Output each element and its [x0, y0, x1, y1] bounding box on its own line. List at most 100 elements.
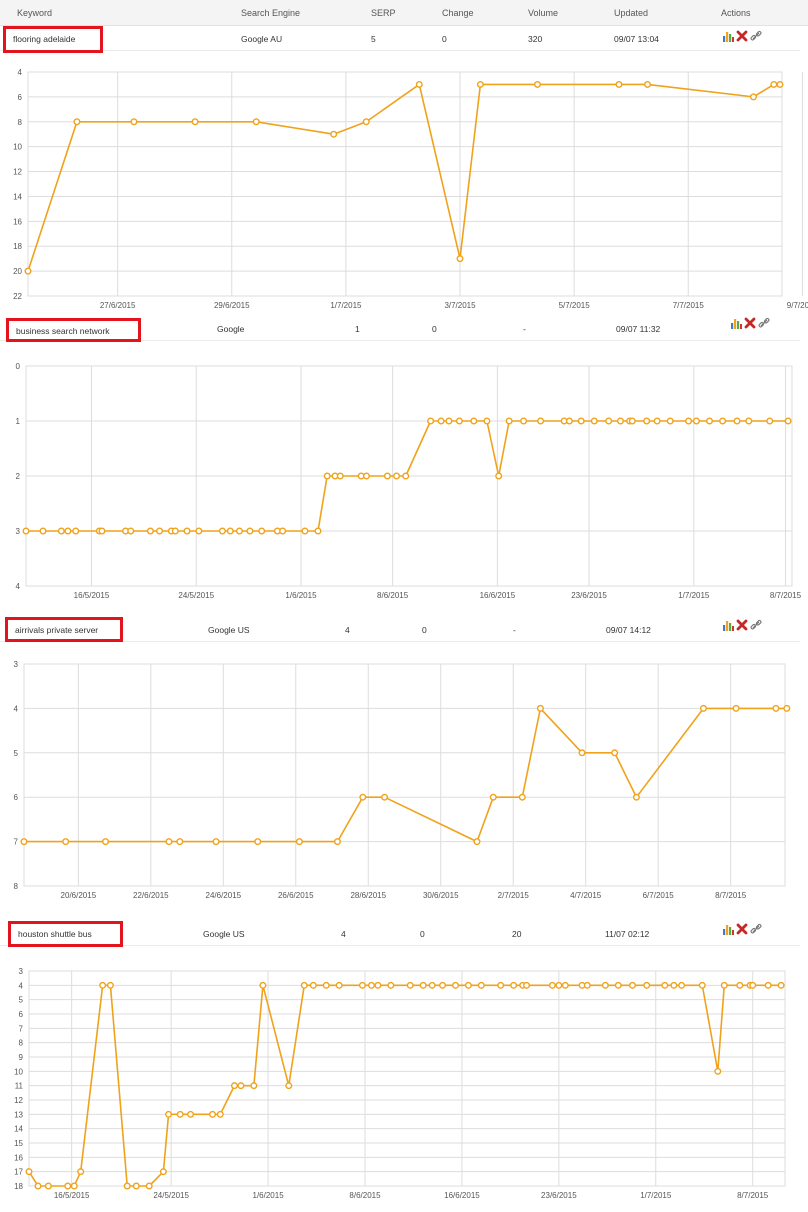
data-point[interactable] — [22, 527, 30, 535]
data-point[interactable] — [565, 417, 573, 425]
data-point[interactable] — [766, 417, 774, 425]
data-point[interactable] — [285, 1082, 293, 1090]
data-point[interactable] — [165, 1110, 173, 1118]
data-point[interactable] — [764, 981, 772, 989]
data-point[interactable] — [301, 527, 309, 535]
data-point[interactable] — [745, 417, 753, 425]
data-point[interactable] — [555, 981, 563, 989]
data-point[interactable] — [145, 1182, 153, 1190]
data-point[interactable] — [24, 267, 32, 275]
data-point[interactable] — [358, 981, 366, 989]
data-point[interactable] — [561, 981, 569, 989]
data-point[interactable] — [678, 981, 686, 989]
data-point[interactable] — [362, 472, 370, 480]
data-point[interactable] — [235, 527, 243, 535]
data-point[interactable] — [666, 417, 674, 425]
keyword-text[interactable]: airrivals private server — [15, 625, 99, 635]
data-point[interactable] — [451, 981, 459, 989]
data-point[interactable] — [590, 417, 598, 425]
column-header-serp[interactable]: SERP — [371, 8, 396, 18]
data-point[interactable] — [393, 472, 401, 480]
data-point[interactable] — [99, 981, 107, 989]
data-point[interactable] — [714, 1067, 722, 1075]
data-point[interactable] — [64, 527, 72, 535]
data-point[interactable] — [300, 981, 308, 989]
link-icon[interactable] — [750, 923, 762, 935]
data-point[interactable] — [183, 527, 191, 535]
data-point[interactable] — [254, 838, 262, 846]
data-point[interactable] — [720, 981, 728, 989]
data-point[interactable] — [733, 417, 741, 425]
data-point[interactable] — [62, 838, 70, 846]
data-point[interactable] — [102, 838, 110, 846]
data-point[interactable] — [536, 704, 544, 712]
column-header-engine[interactable]: Search Engine — [241, 8, 301, 18]
data-point[interactable] — [685, 417, 693, 425]
data-point[interactable] — [323, 472, 331, 480]
data-point[interactable] — [614, 981, 622, 989]
data-point[interactable] — [209, 1110, 217, 1118]
data-point[interactable] — [616, 417, 624, 425]
data-point[interactable] — [381, 793, 389, 801]
data-point[interactable] — [699, 704, 707, 712]
data-point[interactable] — [439, 981, 447, 989]
data-point[interactable] — [322, 981, 330, 989]
data-point[interactable] — [632, 793, 640, 801]
data-point[interactable] — [314, 527, 322, 535]
data-point[interactable] — [732, 704, 740, 712]
data-point[interactable] — [335, 981, 343, 989]
data-point[interactable] — [146, 527, 154, 535]
data-point[interactable] — [477, 981, 485, 989]
data-point[interactable] — [670, 981, 678, 989]
keyword-text[interactable]: houston shuttle bus — [18, 929, 92, 939]
data-point[interactable] — [309, 981, 317, 989]
data-point[interactable] — [259, 981, 267, 989]
data-point[interactable] — [653, 417, 661, 425]
data-point[interactable] — [130, 118, 138, 126]
data-point[interactable] — [510, 981, 518, 989]
data-point[interactable] — [643, 981, 651, 989]
data-point[interactable] — [20, 838, 28, 846]
data-point[interactable] — [644, 80, 652, 88]
column-header-volume[interactable]: Volume — [528, 8, 559, 18]
data-point[interactable] — [106, 981, 114, 989]
data-point[interactable] — [176, 1110, 184, 1118]
data-point[interactable] — [123, 1182, 131, 1190]
data-point[interactable] — [601, 981, 609, 989]
data-point[interactable] — [374, 981, 382, 989]
data-point[interactable] — [295, 838, 303, 846]
data-point[interactable] — [70, 1182, 78, 1190]
data-point[interactable] — [212, 838, 220, 846]
data-point[interactable] — [159, 1168, 167, 1176]
data-point[interactable] — [445, 417, 453, 425]
data-point[interactable] — [132, 1182, 140, 1190]
data-point[interactable] — [98, 527, 106, 535]
data-point[interactable] — [628, 417, 636, 425]
data-point[interactable] — [44, 1182, 52, 1190]
data-point[interactable] — [495, 472, 503, 480]
column-header-keyword[interactable]: Keyword — [17, 8, 53, 18]
data-point[interactable] — [230, 1082, 238, 1090]
data-point[interactable] — [706, 417, 714, 425]
data-point[interactable] — [583, 981, 591, 989]
data-point[interactable] — [719, 417, 727, 425]
data-point[interactable] — [577, 417, 585, 425]
delete-x-icon[interactable] — [744, 317, 756, 329]
data-point[interactable] — [776, 80, 784, 88]
data-point[interactable] — [25, 1168, 33, 1176]
data-point[interactable] — [615, 80, 623, 88]
data-point[interactable] — [661, 981, 669, 989]
data-point[interactable] — [505, 417, 513, 425]
bar-chart-icon[interactable] — [722, 30, 734, 42]
data-point[interactable] — [34, 1182, 42, 1190]
column-header-change[interactable]: Change — [442, 8, 474, 18]
data-point[interactable] — [470, 417, 478, 425]
data-point[interactable] — [165, 838, 173, 846]
link-icon[interactable] — [750, 619, 762, 631]
data-point[interactable] — [250, 1082, 258, 1090]
data-point[interactable] — [336, 472, 344, 480]
data-point[interactable] — [476, 80, 484, 88]
data-point[interactable] — [383, 472, 391, 480]
data-point[interactable] — [226, 527, 234, 535]
data-point[interactable] — [643, 417, 651, 425]
